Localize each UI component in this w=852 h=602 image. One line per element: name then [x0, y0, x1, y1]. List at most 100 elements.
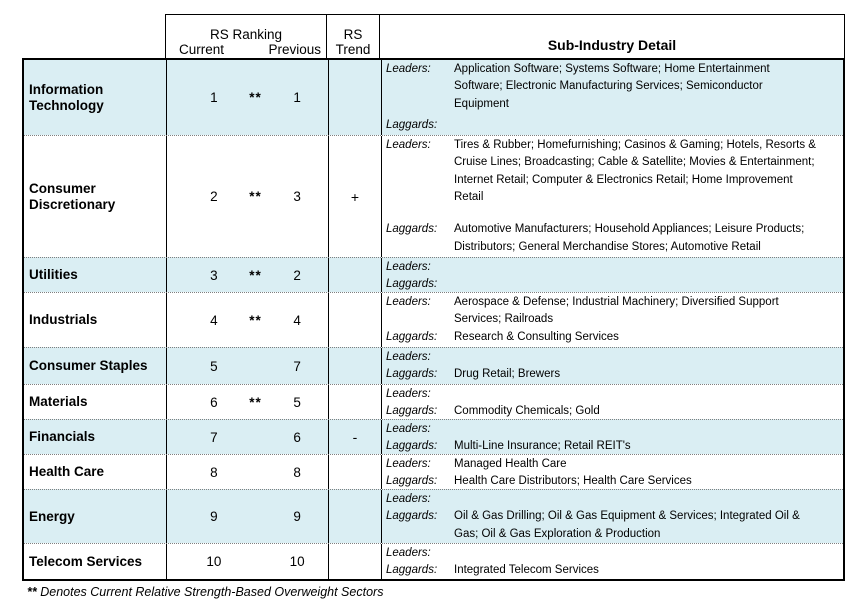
rs-ranking-cell: 10 10: [167, 544, 329, 579]
rs-ranking-cell: 8 8: [167, 455, 329, 489]
current-rank: 6: [210, 394, 218, 410]
laggards-section: Laggards:: [386, 117, 843, 134]
previous-rank: 3: [293, 189, 301, 204]
rs-trend-cell: [329, 258, 382, 292]
overweight-marker: **: [249, 267, 262, 283]
previous-rank: 6: [293, 429, 301, 445]
leaders-label: Leaders:: [386, 351, 431, 363]
leaders-list: Application Software; Systems Software; …: [454, 63, 770, 110]
table-row-financials: Financials 7 6 - Leaders: Laggards: Mult…: [24, 419, 843, 454]
current-rank: 3: [210, 267, 218, 283]
laggards-section: Laggards: Multi-Line Insurance; Retail R…: [386, 438, 843, 454]
current-rank: 2: [210, 189, 218, 204]
leaders-section: Leaders:: [386, 349, 843, 366]
footnote-text: Denotes Current Relative Strength-Based …: [40, 585, 384, 599]
sub-industry-cell: Leaders: Managed Health Care Laggards: H…: [382, 455, 843, 489]
rs-trend-cell: -: [329, 420, 382, 454]
previous-rank: 7: [293, 358, 301, 374]
rs-trend-title-line2: Trend: [335, 42, 371, 57]
previous-rank: 10: [289, 554, 305, 569]
leaders-label: Leaders:: [386, 388, 431, 400]
leaders-list: Aerospace & Defense; Industrial Machiner…: [454, 296, 779, 326]
sub-industry-cell: Leaders: Aerospace & Defense; Industrial…: [382, 293, 843, 347]
leaders-section: Leaders: Aerospace & Defense; Industrial…: [386, 294, 843, 329]
sector-name: Consumer Discretionary: [24, 136, 167, 257]
leaders-label: Leaders:: [386, 458, 431, 470]
current-rank: 9: [210, 509, 218, 524]
current-column-header: Current: [179, 42, 225, 57]
leaders-section: Leaders:: [386, 421, 843, 438]
leaders-list: Managed Health Care: [454, 458, 567, 470]
previous-rank: 9: [293, 509, 301, 524]
rs-trend-cell: +: [329, 136, 382, 257]
rs-trend-cell: [329, 60, 382, 135]
sub-industry-cell: Leaders: Laggards: Commodity Chemicals; …: [382, 385, 843, 419]
current-rank: 7: [210, 429, 218, 445]
rs-trend-title-line1: RS: [343, 27, 363, 42]
previous-rank: 2: [293, 267, 301, 283]
current-rank: 1: [210, 90, 218, 105]
laggards-label: Laggards:: [386, 368, 438, 381]
rs-ranking-header-cell: RS Ranking Current Previous: [165, 14, 327, 58]
rs-trend-header-cell: RS Trend: [327, 14, 380, 58]
leaders-section: Leaders:: [386, 386, 843, 403]
rs-trend-cell: [329, 544, 382, 579]
table-row-health-care: Health Care 8 8 Leaders: Managed Health …: [24, 454, 843, 489]
rs-ranking-cell: 6 ** 5: [167, 385, 329, 419]
laggards-label: Laggards:: [386, 330, 438, 343]
sector-name: Energy: [24, 490, 167, 543]
overweight-marker: **: [249, 189, 262, 204]
rs-ranking-cell: 3 ** 2: [167, 258, 329, 292]
rs-trend-cell: [329, 293, 382, 347]
laggards-section: Laggards: Health Care Distributors; Heal…: [386, 473, 843, 489]
laggards-label: Laggards:: [386, 564, 438, 577]
rs-trend-cell: [329, 385, 382, 419]
leaders-label: Leaders:: [386, 493, 431, 505]
leaders-label: Leaders:: [386, 423, 431, 435]
overweight-marker: **: [249, 312, 262, 328]
leaders-section: Leaders:: [386, 491, 843, 508]
laggards-label: Laggards:: [386, 223, 438, 236]
laggards-label: Laggards:: [386, 510, 438, 523]
sub-industry-header-cell: Sub-Industry Detail: [380, 14, 845, 58]
previous-rank: 4: [293, 312, 301, 328]
sector-name: Industrials: [24, 293, 167, 347]
rs-ranking-cell: 9 9: [167, 490, 329, 543]
rs-ranking-cell: 2 ** 3: [167, 136, 329, 257]
table-row-industrials: Industrials 4 ** 4 Leaders: Aerospace & …: [24, 292, 843, 347]
current-rank: 5: [210, 358, 218, 374]
sub-industry-cell: Leaders: Laggards: Oil & Gas Drilling; O…: [382, 490, 843, 543]
sector-name: Consumer Staples: [24, 348, 167, 384]
laggards-label: Laggards:: [386, 118, 438, 131]
sub-industry-cell: Leaders: Laggards:: [382, 258, 843, 292]
laggards-list: Oil & Gas Drilling; Oil & Gas Equipment …: [454, 510, 800, 540]
table-row-consumer-staples: Consumer Staples 5 7 Leaders: Laggards: …: [24, 347, 843, 384]
rs-ranking-cell: 5 7: [167, 348, 329, 384]
rs-ranking-cell: 4 ** 4: [167, 293, 329, 347]
table-header: RS Ranking Current Previous RS Trend Sub…: [165, 14, 852, 58]
overweight-marker: **: [249, 90, 262, 105]
sub-industry-cell: Leaders: Laggards: Integrated Telecom Se…: [382, 544, 843, 579]
laggards-section: Laggards: Drug Retail; Brewers: [386, 366, 843, 383]
table-row-utilities: Utilities 3 ** 2 Leaders: Laggards:: [24, 257, 843, 292]
laggards-list: Research & Consulting Services: [454, 330, 619, 343]
laggards-section: Laggards:: [386, 276, 843, 292]
current-rank: 8: [210, 464, 218, 480]
laggards-label: Laggards:: [386, 440, 438, 453]
current-previous-subheader: Current Previous: [166, 42, 326, 57]
laggards-section: Laggards: Research & Consulting Services: [386, 329, 843, 346]
leaders-label: Leaders:: [386, 547, 431, 559]
sector-name: Health Care: [24, 455, 167, 489]
previous-rank: 1: [293, 90, 301, 105]
leaders-label: Leaders:: [386, 63, 431, 75]
table-row-materials: Materials 6 ** 5 Leaders: Laggards: Comm…: [24, 384, 843, 419]
sector-name: Telecom Services: [24, 544, 167, 579]
rs-trend-cell: [329, 490, 382, 543]
table-row-information-technology: Information Technology 1 ** 1 Leaders: A…: [24, 60, 843, 135]
laggards-list: Drug Retail; Brewers: [454, 368, 561, 381]
previous-rank: 8: [293, 464, 301, 480]
laggards-list: Automotive Manufacturers; Household Appl…: [454, 223, 805, 253]
laggards-section: Laggards: Automotive Manufacturers; Hous…: [386, 221, 843, 256]
laggards-list: Commodity Chemicals; Gold: [454, 405, 600, 418]
